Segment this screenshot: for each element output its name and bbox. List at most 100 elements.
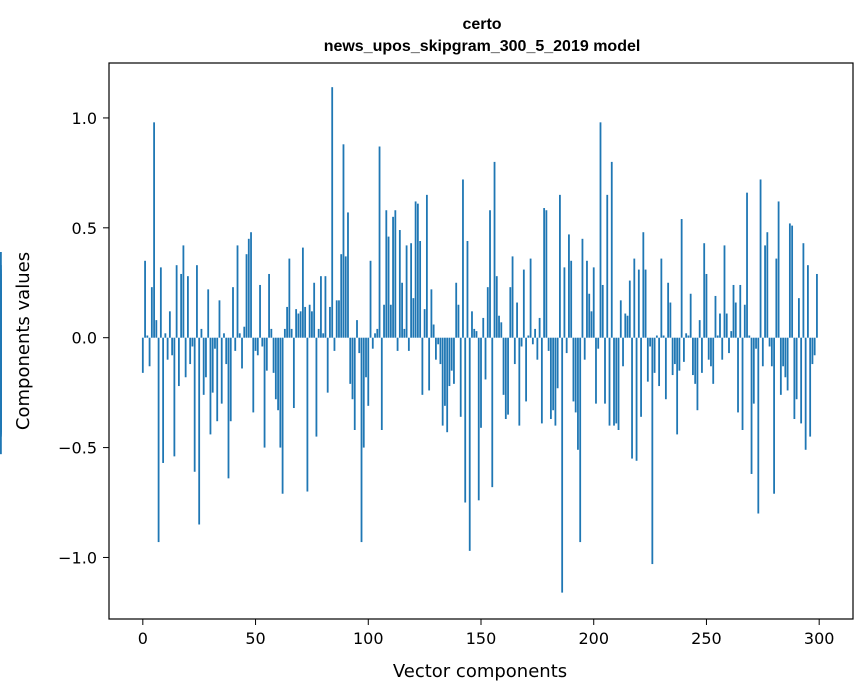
bar-119 bbox=[410, 243, 413, 338]
bar-227 bbox=[653, 337, 656, 373]
bar-79 bbox=[320, 276, 322, 338]
bar-138 bbox=[453, 337, 455, 384]
bar-106 bbox=[380, 337, 383, 430]
bar-205 bbox=[604, 337, 606, 404]
bar-74 bbox=[308, 304, 311, 338]
bar-82 bbox=[326, 337, 329, 393]
bar-9 bbox=[162, 337, 165, 463]
bar-54 bbox=[263, 337, 266, 448]
bar-150 bbox=[480, 337, 482, 428]
bar-208 bbox=[610, 161, 613, 338]
bar-117 bbox=[405, 245, 408, 338]
bar-30 bbox=[209, 337, 212, 435]
bar-50 bbox=[254, 337, 257, 351]
y-axis-label: Components values bbox=[13, 252, 34, 430]
bar-120 bbox=[412, 298, 415, 338]
y-tick-label: 1.0 bbox=[72, 109, 97, 128]
bar-38 bbox=[227, 337, 230, 479]
bar-19 bbox=[184, 337, 187, 378]
bar-270 bbox=[750, 337, 753, 474]
bar-160 bbox=[502, 337, 505, 395]
bar-250 bbox=[705, 273, 708, 338]
bar-60 bbox=[277, 337, 279, 411]
bar-228 bbox=[655, 335, 658, 338]
plot-frame bbox=[108, 62, 854, 620]
bar-33 bbox=[216, 337, 219, 422]
bar-264 bbox=[737, 337, 739, 413]
bar-151 bbox=[482, 317, 485, 338]
bar-121 bbox=[414, 201, 417, 338]
bar-217 bbox=[631, 337, 633, 459]
bar-295 bbox=[807, 265, 809, 338]
bar-232 bbox=[664, 337, 667, 400]
bar-153 bbox=[486, 287, 489, 338]
bar-undefined bbox=[0, 337, 2, 360]
bar-129 bbox=[432, 324, 435, 338]
bar-56 bbox=[268, 273, 270, 338]
bar-1 bbox=[144, 260, 146, 338]
bar-223 bbox=[644, 269, 647, 338]
bar-167 bbox=[518, 337, 521, 426]
bar-122 bbox=[416, 203, 419, 338]
bar-203 bbox=[599, 122, 602, 338]
bar-285 bbox=[784, 337, 787, 378]
bar-171 bbox=[527, 335, 530, 338]
bar-201 bbox=[595, 337, 597, 404]
bar-5 bbox=[153, 122, 155, 338]
bar-107 bbox=[383, 304, 385, 338]
chart-subtitle: news_upos_skipgram_300_5_2019 model bbox=[324, 38, 641, 55]
bar-99 bbox=[365, 337, 367, 378]
bar-89 bbox=[342, 144, 345, 338]
bar-136 bbox=[448, 337, 451, 387]
bar-127 bbox=[428, 337, 431, 391]
bar-196 bbox=[583, 337, 586, 360]
bar-202 bbox=[597, 337, 600, 349]
bar-37 bbox=[225, 337, 228, 365]
bar-258 bbox=[723, 245, 726, 338]
bar-281 bbox=[775, 258, 778, 338]
bar-123 bbox=[419, 241, 422, 338]
y-tick-label: 0.5 bbox=[72, 219, 97, 238]
bar-85 bbox=[333, 337, 336, 351]
bar-174 bbox=[534, 328, 537, 338]
bar-64 bbox=[286, 306, 289, 338]
bar-69 bbox=[297, 313, 300, 338]
bar-253 bbox=[712, 337, 715, 384]
bar-57 bbox=[270, 328, 273, 338]
bar-105 bbox=[378, 146, 381, 338]
bar-146 bbox=[471, 311, 473, 338]
bar-197 bbox=[586, 260, 588, 338]
bar-92 bbox=[349, 337, 352, 384]
bar-198 bbox=[588, 293, 591, 338]
bar-94 bbox=[353, 337, 356, 430]
bar-234 bbox=[669, 302, 672, 338]
bars-group bbox=[0, 87, 818, 593]
bar-276 bbox=[764, 245, 766, 338]
bar-11 bbox=[166, 337, 169, 360]
bar-22 bbox=[191, 337, 194, 347]
x-tick-label: 50 bbox=[245, 629, 265, 648]
bar-282 bbox=[777, 201, 780, 338]
bar-104 bbox=[376, 328, 379, 338]
bar-43 bbox=[238, 333, 241, 338]
bar-244 bbox=[692, 337, 694, 376]
bar-165 bbox=[513, 337, 516, 365]
bar-164 bbox=[511, 256, 514, 338]
bar-242 bbox=[687, 335, 690, 338]
bar-221 bbox=[640, 337, 642, 417]
bar-28 bbox=[205, 337, 207, 378]
x-tick-label: 100 bbox=[353, 629, 384, 648]
bar-283 bbox=[779, 337, 782, 395]
bar-249 bbox=[703, 243, 706, 338]
bar-45 bbox=[243, 326, 246, 338]
bar-65 bbox=[288, 258, 291, 338]
chart-title: certo bbox=[462, 16, 501, 33]
bar-95 bbox=[356, 320, 358, 338]
bar-140 bbox=[457, 304, 460, 338]
x-tick-label: 250 bbox=[691, 629, 722, 648]
bar-114 bbox=[398, 230, 401, 338]
bar-222 bbox=[642, 232, 645, 338]
bar-169 bbox=[522, 269, 525, 338]
bar-145 bbox=[468, 337, 471, 551]
bar-163 bbox=[509, 287, 512, 338]
